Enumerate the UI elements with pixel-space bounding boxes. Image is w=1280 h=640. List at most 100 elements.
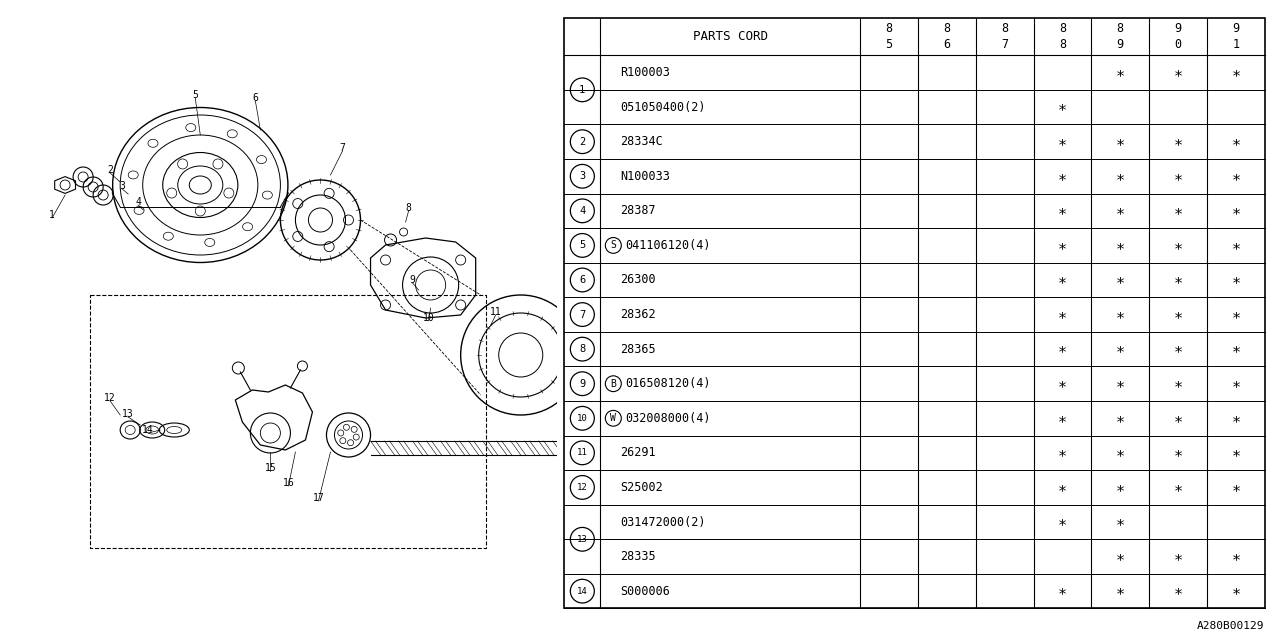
- Text: 28335: 28335: [621, 550, 655, 563]
- Text: 0: 0: [1175, 38, 1181, 51]
- Text: ∗: ∗: [1116, 65, 1125, 80]
- Text: ∗: ∗: [1057, 273, 1068, 287]
- Text: 26291: 26291: [621, 446, 655, 460]
- Text: 17: 17: [312, 493, 324, 503]
- Text: 8: 8: [1059, 38, 1066, 51]
- Text: ∗: ∗: [1057, 100, 1068, 115]
- Text: ∗: ∗: [1174, 549, 1183, 564]
- Text: ∗: ∗: [1231, 549, 1240, 564]
- Text: 15: 15: [265, 463, 276, 473]
- Text: ∗: ∗: [1116, 515, 1125, 529]
- Text: PARTS CORD: PARTS CORD: [692, 30, 768, 43]
- Text: ∗: ∗: [1057, 584, 1068, 598]
- Text: 1: 1: [1233, 38, 1239, 51]
- Text: ∗: ∗: [1174, 204, 1183, 218]
- Text: ∗: ∗: [1057, 307, 1068, 322]
- Text: ∗: ∗: [1174, 65, 1183, 80]
- Text: 9: 9: [410, 275, 416, 285]
- Text: ∗: ∗: [1231, 376, 1240, 391]
- Text: ∗: ∗: [1174, 169, 1183, 184]
- Text: 9: 9: [580, 379, 585, 388]
- Text: ∗: ∗: [1231, 445, 1240, 460]
- Text: ∗: ∗: [1231, 307, 1240, 322]
- Text: ∗: ∗: [1057, 411, 1068, 426]
- Text: 1: 1: [49, 210, 55, 220]
- Text: 28362: 28362: [621, 308, 655, 321]
- Text: S25002: S25002: [621, 481, 663, 494]
- Text: 8: 8: [1001, 22, 1009, 35]
- Text: ∗: ∗: [1116, 134, 1125, 149]
- Text: 9: 9: [1233, 22, 1239, 35]
- Text: 13: 13: [123, 409, 134, 419]
- Text: 8: 8: [886, 22, 892, 35]
- Text: 28365: 28365: [621, 342, 655, 356]
- Text: ∗: ∗: [1057, 238, 1068, 253]
- Text: ∗: ∗: [1174, 445, 1183, 460]
- Text: ∗: ∗: [1231, 134, 1240, 149]
- Text: 041106120(4): 041106120(4): [626, 239, 710, 252]
- Text: ∗: ∗: [1116, 480, 1125, 495]
- Text: 8: 8: [580, 344, 585, 354]
- Text: 5: 5: [192, 90, 198, 100]
- Text: 051050400(2): 051050400(2): [621, 100, 705, 114]
- Text: 2: 2: [580, 137, 585, 147]
- Text: ∗: ∗: [1116, 411, 1125, 426]
- Text: ∗: ∗: [1174, 342, 1183, 356]
- Text: 5: 5: [886, 38, 892, 51]
- Text: 016508120(4): 016508120(4): [626, 377, 710, 390]
- Text: 8: 8: [1116, 22, 1124, 35]
- Text: ∗: ∗: [1057, 480, 1068, 495]
- Text: S: S: [611, 241, 616, 250]
- Text: 28387: 28387: [621, 204, 655, 218]
- Text: 12: 12: [577, 483, 588, 492]
- Text: 9: 9: [1175, 22, 1181, 35]
- Text: 11: 11: [577, 449, 588, 458]
- Text: 12: 12: [104, 393, 116, 403]
- Text: 8: 8: [943, 22, 950, 35]
- Text: ∗: ∗: [1174, 134, 1183, 149]
- Text: ∗: ∗: [1116, 342, 1125, 356]
- Text: ∗: ∗: [1116, 273, 1125, 287]
- Text: ∗: ∗: [1174, 238, 1183, 253]
- Text: ∗: ∗: [1231, 238, 1240, 253]
- Text: 3: 3: [119, 181, 125, 191]
- Text: R100003: R100003: [621, 66, 671, 79]
- Text: ∗: ∗: [1231, 273, 1240, 287]
- Text: 2: 2: [108, 165, 113, 175]
- Text: ∗: ∗: [1057, 342, 1068, 356]
- Text: W: W: [611, 413, 616, 423]
- Text: S000006: S000006: [621, 585, 671, 598]
- Text: 6: 6: [252, 93, 259, 103]
- Text: ∗: ∗: [1231, 411, 1240, 426]
- Text: 28334C: 28334C: [621, 135, 663, 148]
- Text: ∗: ∗: [1231, 480, 1240, 495]
- Text: ∗: ∗: [1116, 238, 1125, 253]
- Text: 6: 6: [943, 38, 950, 51]
- Text: 13: 13: [577, 535, 588, 544]
- Text: ∗: ∗: [1116, 584, 1125, 598]
- Text: 4: 4: [580, 206, 585, 216]
- Text: 9: 9: [1116, 38, 1124, 51]
- Text: 10: 10: [422, 313, 434, 323]
- Text: ∗: ∗: [1231, 584, 1240, 598]
- Text: 031472000(2): 031472000(2): [621, 515, 705, 529]
- Text: ∗: ∗: [1231, 342, 1240, 356]
- Text: A280B00129: A280B00129: [1197, 621, 1265, 631]
- Text: 10: 10: [577, 414, 588, 423]
- Text: ∗: ∗: [1174, 307, 1183, 322]
- Text: ∗: ∗: [1116, 549, 1125, 564]
- Text: 8: 8: [406, 203, 412, 213]
- Text: ∗: ∗: [1174, 584, 1183, 598]
- Text: ∗: ∗: [1057, 515, 1068, 529]
- Text: ∗: ∗: [1116, 204, 1125, 218]
- Text: 3: 3: [580, 172, 585, 181]
- Text: ∗: ∗: [1116, 376, 1125, 391]
- Text: 11: 11: [490, 307, 502, 317]
- Text: ∗: ∗: [1057, 445, 1068, 460]
- Text: ∗: ∗: [1116, 169, 1125, 184]
- Text: ∗: ∗: [1231, 204, 1240, 218]
- Text: 4: 4: [136, 197, 141, 207]
- Text: ∗: ∗: [1231, 169, 1240, 184]
- Text: 8: 8: [1059, 22, 1066, 35]
- Text: ∗: ∗: [1174, 376, 1183, 391]
